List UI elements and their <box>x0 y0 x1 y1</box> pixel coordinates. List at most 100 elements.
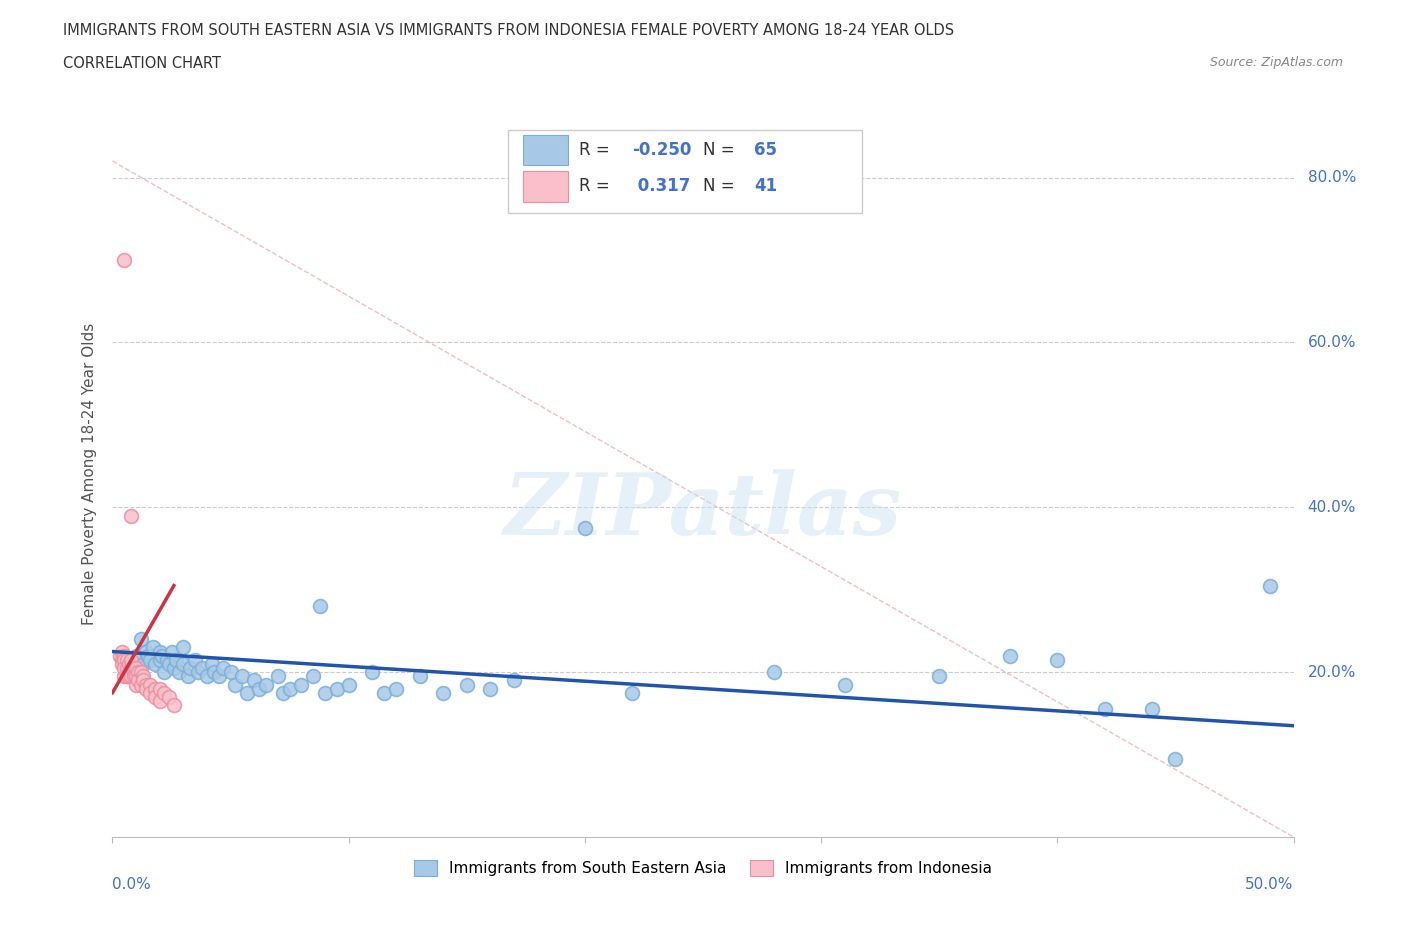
Point <box>108 648 131 663</box>
Point <box>156 652 179 667</box>
Point <box>202 665 225 680</box>
Point <box>167 665 190 680</box>
Point <box>120 660 142 675</box>
Point <box>172 657 194 671</box>
Point <box>191 660 214 675</box>
Point <box>408 669 430 684</box>
Point <box>122 665 145 680</box>
Point <box>112 669 135 684</box>
Point <box>574 521 596 536</box>
Point <box>479 681 502 696</box>
Point <box>118 669 141 684</box>
FancyBboxPatch shape <box>523 135 568 166</box>
Point <box>163 698 186 712</box>
Point <box>309 599 332 614</box>
Point <box>125 669 148 684</box>
Point <box>385 681 408 696</box>
Point <box>314 685 336 700</box>
Point <box>163 660 186 675</box>
Point <box>1164 751 1187 766</box>
Text: 65: 65 <box>754 141 776 159</box>
Point <box>129 631 152 646</box>
Legend: Immigrants from South Eastern Asia, Immigrants from Indonesia: Immigrants from South Eastern Asia, Immi… <box>406 853 1000 884</box>
Point <box>136 648 159 663</box>
Point <box>373 685 395 700</box>
Point <box>112 648 135 663</box>
Point <box>219 665 242 680</box>
Text: CORRELATION CHART: CORRELATION CHART <box>63 56 221 71</box>
Point <box>143 681 166 696</box>
Point <box>132 657 155 671</box>
Point <box>278 681 301 696</box>
Point <box>120 508 142 523</box>
Point <box>243 673 266 688</box>
Text: -0.250: -0.250 <box>633 141 692 159</box>
Text: 50.0%: 50.0% <box>1246 877 1294 892</box>
Point <box>236 685 259 700</box>
Point <box>111 644 134 659</box>
Point <box>135 644 157 659</box>
Text: 60.0%: 60.0% <box>1308 335 1357 350</box>
Point <box>115 660 138 675</box>
Text: 80.0%: 80.0% <box>1308 170 1355 185</box>
Point <box>267 669 290 684</box>
Text: 0.317: 0.317 <box>633 178 690 195</box>
Point <box>129 665 152 680</box>
Point <box>1094 702 1116 717</box>
Point <box>157 657 180 671</box>
Point <box>998 648 1021 663</box>
Point <box>135 681 157 696</box>
Point <box>125 677 148 692</box>
Text: Source: ZipAtlas.com: Source: ZipAtlas.com <box>1209 56 1343 69</box>
Y-axis label: Female Poverty Among 18-24 Year Olds: Female Poverty Among 18-24 Year Olds <box>82 324 97 626</box>
Point <box>125 648 148 663</box>
Point <box>1140 702 1163 717</box>
Point <box>302 669 325 684</box>
Point <box>150 648 173 663</box>
Text: 20.0%: 20.0% <box>1308 665 1355 680</box>
Text: 40.0%: 40.0% <box>1308 499 1355 515</box>
Point <box>762 665 785 680</box>
Point <box>149 644 172 659</box>
Point <box>621 685 644 700</box>
Point <box>112 253 135 268</box>
Text: N =: N = <box>703 141 740 159</box>
Point <box>290 677 312 692</box>
Point <box>184 652 207 667</box>
Point <box>111 657 134 671</box>
Text: ZIPatlas: ZIPatlas <box>503 469 903 552</box>
Point <box>120 669 142 684</box>
Point <box>361 665 384 680</box>
Point <box>143 689 166 704</box>
Point <box>432 685 454 700</box>
Point <box>115 669 138 684</box>
Point <box>224 677 246 692</box>
FancyBboxPatch shape <box>508 130 862 213</box>
Point <box>326 681 349 696</box>
Point <box>135 677 157 692</box>
Text: N =: N = <box>703 178 740 195</box>
Point <box>179 660 201 675</box>
Point <box>118 657 141 671</box>
Point <box>186 665 208 680</box>
FancyBboxPatch shape <box>523 171 568 202</box>
Point <box>115 652 138 667</box>
Point <box>143 657 166 671</box>
Point <box>1258 578 1281 593</box>
Text: IMMIGRANTS FROM SOUTH EASTERN ASIA VS IMMIGRANTS FROM INDONESIA FEMALE POVERTY A: IMMIGRANTS FROM SOUTH EASTERN ASIA VS IM… <box>63 23 955 38</box>
Point <box>125 660 148 675</box>
Point <box>132 673 155 688</box>
Point <box>337 677 360 692</box>
Point <box>111 652 134 667</box>
Point <box>208 669 231 684</box>
Point <box>153 685 176 700</box>
Point <box>122 669 145 684</box>
Point <box>139 652 162 667</box>
Point <box>165 652 187 667</box>
Text: 41: 41 <box>754 178 778 195</box>
Point <box>271 685 294 700</box>
Point <box>149 681 172 696</box>
Point <box>456 677 478 692</box>
Point <box>503 673 526 688</box>
Point <box>928 669 950 684</box>
